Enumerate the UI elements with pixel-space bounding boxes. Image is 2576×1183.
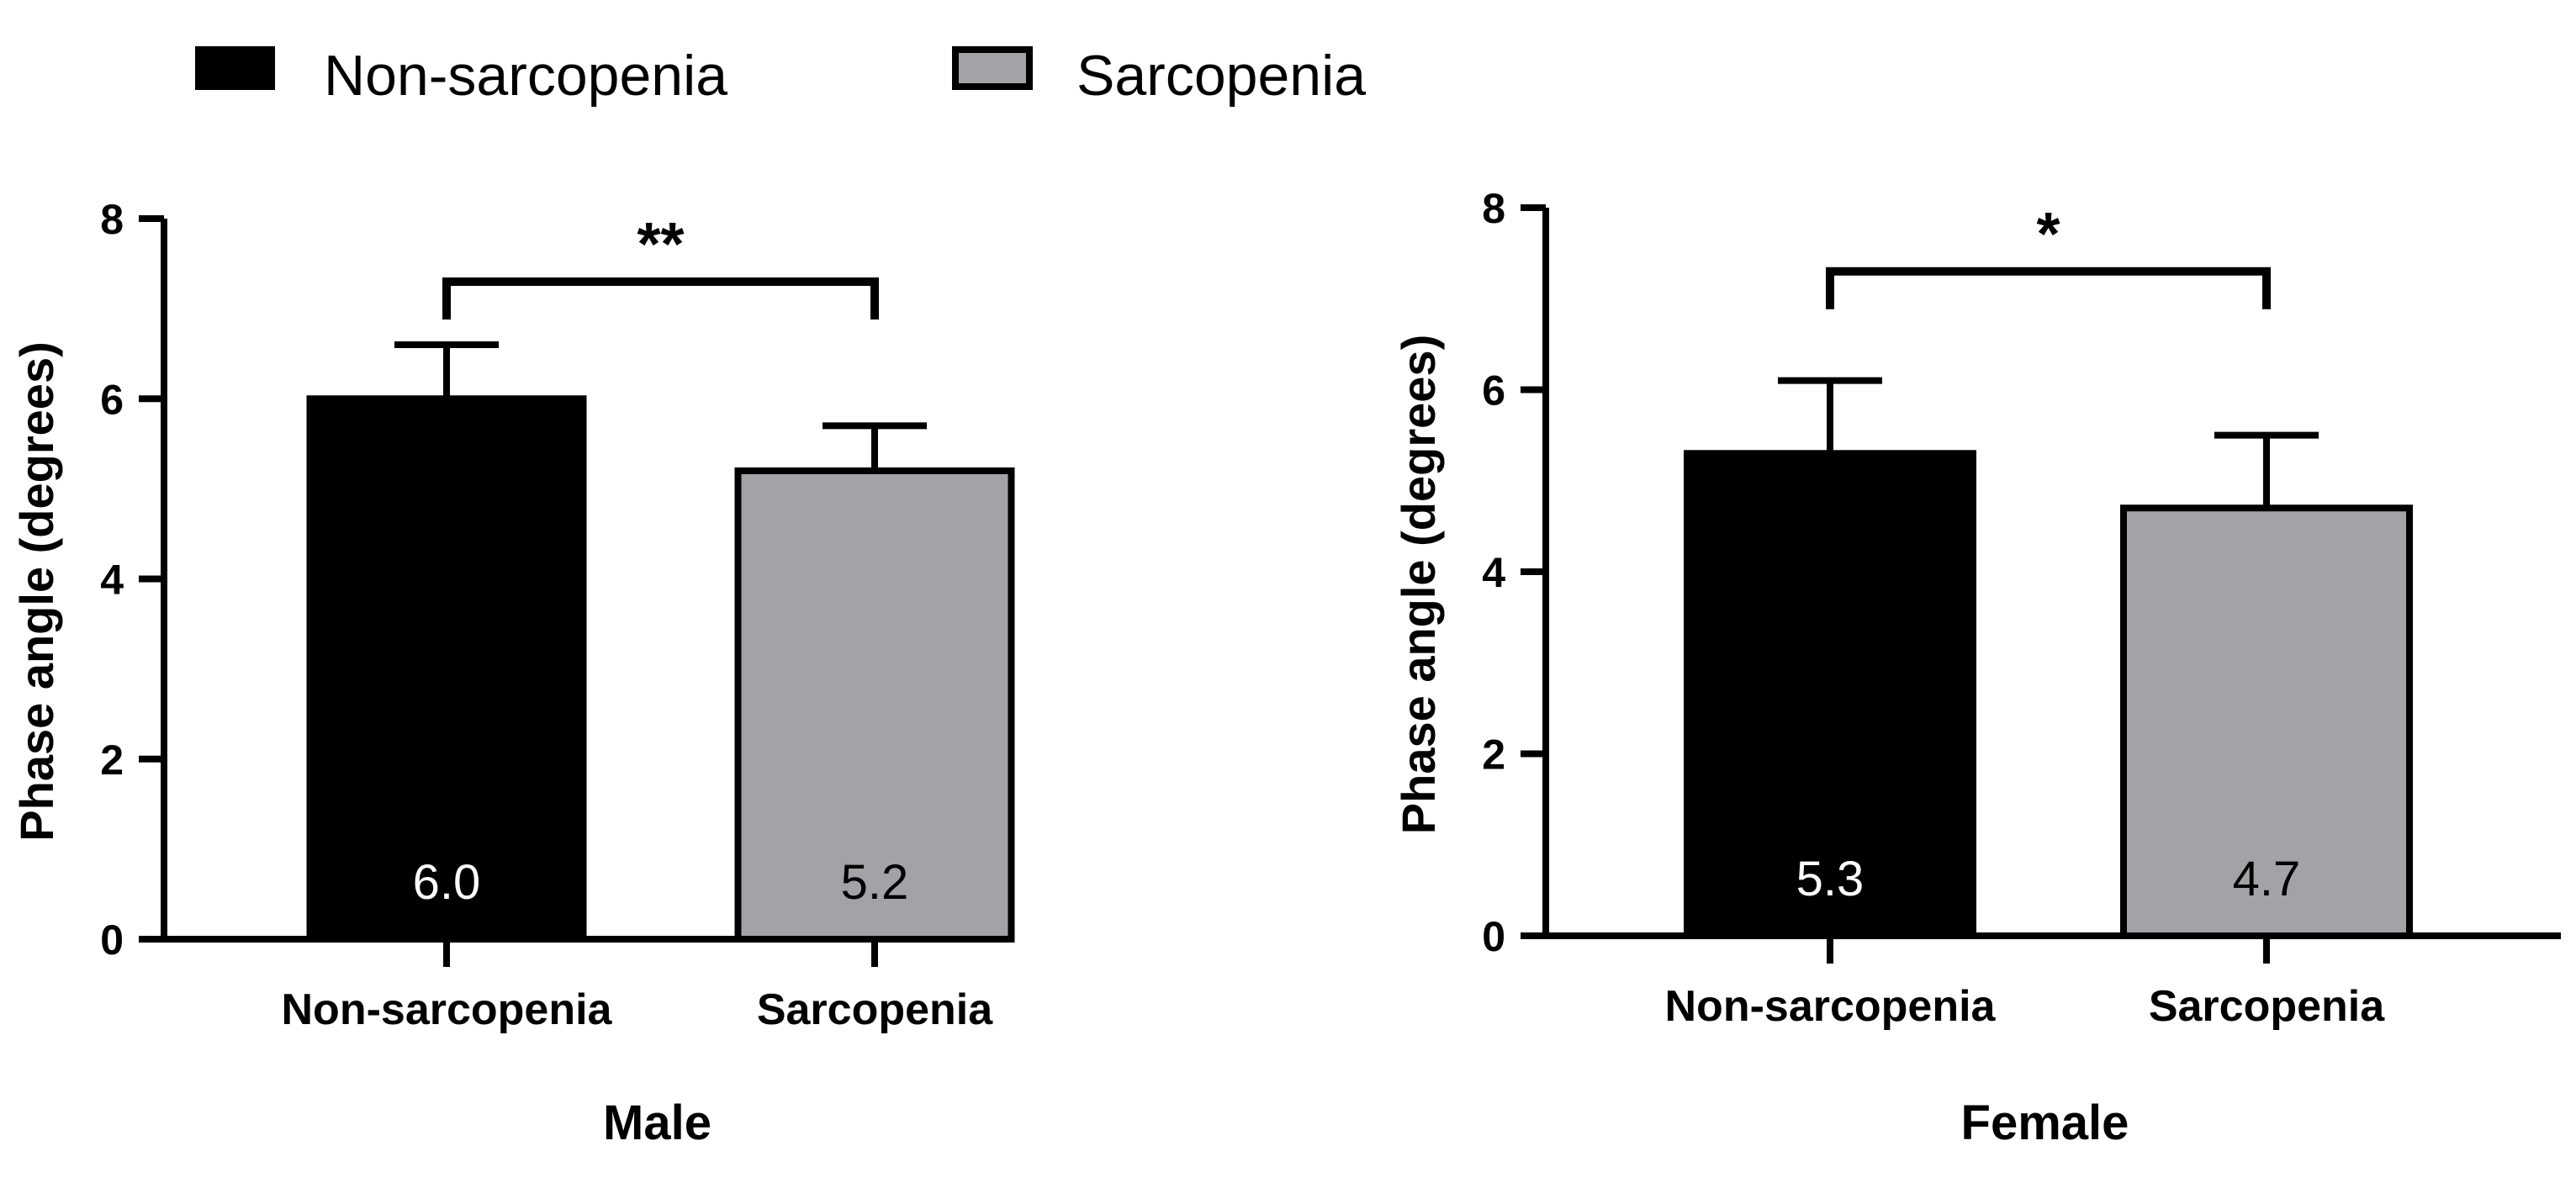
significance-bracket	[1826, 267, 2271, 309]
chart-panel-male: 6.0 Non-sarcopenia 5.2 Sarcopenia 0 2 4 6 8 Phase…	[10, 196, 1015, 1150]
significance-label: *	[2036, 201, 2060, 268]
y-tick-label: 0	[100, 916, 124, 964]
legend: Non-sarcopenia Sarcopenia	[195, 44, 1366, 108]
legend-swatch-sarcopenia	[952, 46, 1033, 90]
y-tick-label: 8	[100, 196, 124, 243]
x-axis-title: Male	[603, 1096, 711, 1150]
chart-panels: 6.0 Non-sarcopenia 5.2 Sarcopenia 0 2 4 6 8 Phase…	[10, 185, 2561, 1150]
y-axis-title: Phase angle (degrees)	[1392, 335, 1445, 834]
x-tick-label: Sarcopenia	[757, 985, 993, 1034]
significance-bracket	[442, 277, 879, 320]
x-tick-label: Non-sarcopenia	[1665, 982, 1997, 1031]
legend-label-sarcopenia: Sarcopenia	[1076, 44, 1366, 108]
y-tick-label: 0	[1482, 913, 1505, 960]
x-tick-label: Sarcopenia	[2149, 982, 2385, 1031]
y-tick-label: 4	[100, 557, 124, 604]
y-tick-label: 6	[1482, 367, 1505, 415]
y-tick-label: 2	[1482, 731, 1505, 779]
bar-non-sarcopenia	[306, 395, 587, 943]
x-axis-title: Female	[1961, 1096, 2129, 1150]
data-label: 5.3	[1796, 852, 1865, 906]
legend-label-non-sarcopenia: Non-sarcopenia	[324, 44, 727, 108]
bar-non-sarcopenia	[1684, 450, 1976, 939]
y-tick-label: 4	[1482, 549, 1505, 596]
data-label: 4.7	[2233, 852, 2301, 906]
bar-sarcopenia	[2120, 504, 2413, 939]
y-tick-label: 2	[100, 737, 124, 784]
data-label: 5.2	[841, 855, 909, 910]
x-tick-label: Non-sarcopenia	[282, 985, 613, 1034]
data-label: 6.0	[413, 855, 481, 910]
significance-label: **	[637, 211, 684, 278]
chart-panel-female: 5.3 Non-sarcopenia 4.7 Sarcopenia 0 2 4 6 8 Phase…	[1392, 185, 2561, 1150]
legend-swatch-non-sarcopenia	[195, 46, 275, 90]
y-tick-label: 8	[1482, 185, 1505, 232]
y-tick-label: 6	[100, 376, 124, 423]
y-axis-title: Phase angle (degrees)	[10, 341, 63, 841]
